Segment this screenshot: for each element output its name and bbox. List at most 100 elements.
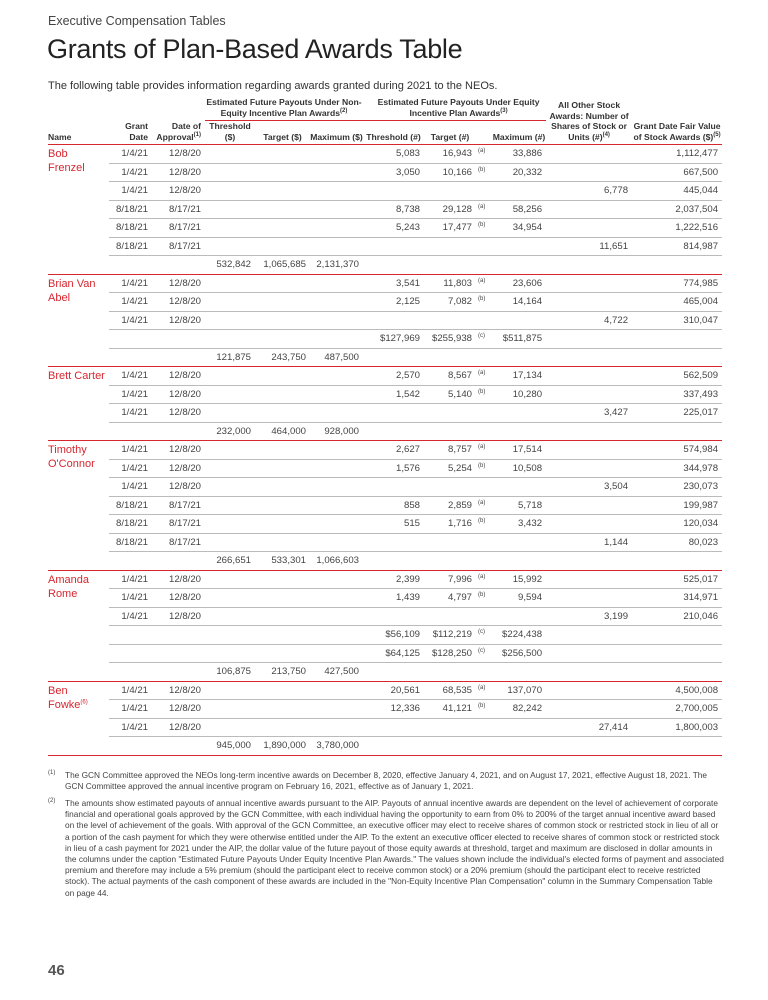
- header-approval: Date of Approval(1): [152, 120, 205, 145]
- e-maximum-cell: [492, 255, 547, 275]
- approval-date-cell: 12/8/20: [152, 681, 205, 700]
- e-threshold-cell: $64,125: [363, 644, 425, 663]
- table-row: 1/4/21 12/8/20 3,504 230,073: [48, 477, 723, 497]
- ne-threshold-cell: [205, 329, 255, 349]
- ne-target-cell: [255, 181, 310, 201]
- approval-date-cell: 12/8/20: [152, 403, 205, 423]
- ne-threshold-cell: [205, 440, 255, 460]
- header-non-equity-group: Estimated Future Payouts Under Non-Equit…: [205, 97, 364, 121]
- e-maximum-cell: $256,500: [492, 644, 547, 663]
- e-target-note-cell: (b): [476, 588, 493, 608]
- grant-date-cell: 1/4/21: [109, 699, 152, 719]
- table-row: 1/4/21 12/8/20 1,576 5,254 (b) 10,508 344,978: [48, 459, 723, 478]
- fair-value-cell: 225,017: [632, 403, 723, 423]
- ne-maximum-cell: 487,500: [310, 348, 364, 367]
- approval-date-cell: 8/17/21: [152, 533, 205, 552]
- ne-maximum-cell: [310, 514, 364, 534]
- e-target-note-cell: [476, 181, 493, 201]
- grant-date-cell: 8/18/21: [109, 533, 152, 552]
- ne-target-cell: [255, 718, 310, 737]
- e-maximum-cell: 5,718: [492, 496, 547, 515]
- ne-maximum-cell: [310, 144, 364, 164]
- ne-target-cell: [255, 292, 310, 312]
- e-target-cell: [424, 662, 477, 682]
- ne-maximum-cell: [310, 292, 364, 312]
- ne-threshold-cell: [205, 181, 255, 201]
- e-maximum-cell: [492, 551, 547, 571]
- ne-target-cell: [255, 477, 310, 497]
- grant-date-cell: 1/4/21: [109, 292, 152, 312]
- e-target-note-cell: [476, 718, 493, 737]
- fair-value-cell: 445,044: [632, 181, 723, 201]
- fair-value-cell: 4,500,008: [632, 681, 723, 700]
- grant-date-cell: 8/18/21: [109, 237, 152, 256]
- other-stock-cell: [546, 422, 633, 441]
- table-row: 8/18/21 8/17/21 5,243 17,477 (b) 34,954 1,222,…: [48, 218, 723, 238]
- ne-threshold-cell: [205, 459, 255, 478]
- e-target-cell: 2,859: [424, 496, 477, 515]
- e-target-note-cell: (b): [476, 292, 493, 312]
- e-target-cell: 7,996: [424, 570, 477, 589]
- approval-date-cell: 8/17/21: [152, 218, 205, 238]
- ne-threshold-cell: [205, 385, 255, 404]
- table-row: 266,651 533,301 1,066,603: [48, 551, 723, 571]
- other-stock-cell: [546, 163, 633, 182]
- ne-target-cell: [255, 570, 310, 589]
- other-stock-cell: [546, 644, 633, 663]
- approval-date-cell: 12/8/20: [152, 366, 205, 386]
- e-threshold-cell: $56,109: [363, 625, 425, 645]
- grant-date-cell: 1/4/21: [109, 718, 152, 737]
- intro-text: The following table provides information…: [48, 80, 498, 92]
- grant-date-cell: 1/4/21: [109, 181, 152, 201]
- e-target-cell: [424, 237, 477, 256]
- grant-date-cell: 1/4/21: [109, 274, 152, 293]
- ne-maximum-cell: [310, 533, 364, 552]
- fair-value-cell: 814,987: [632, 237, 723, 256]
- e-target-note-cell: (a): [476, 496, 493, 515]
- ne-threshold-cell: [205, 311, 255, 330]
- approval-date-cell: [152, 644, 205, 663]
- e-maximum-cell: 10,508: [492, 459, 547, 478]
- approval-date-cell: 12/8/20: [152, 163, 205, 182]
- other-stock-cell: [546, 255, 633, 275]
- e-maximum-cell: [492, 607, 547, 626]
- e-target-cell: 68,535: [424, 681, 477, 700]
- e-target-cell: 16,943: [424, 144, 477, 164]
- table-row: Amanda Rome 1/4/21 12/8/20 2,399 7,996 (a) 15,…: [48, 570, 723, 682]
- e-target-note-cell: (b): [476, 459, 493, 478]
- ne-maximum-cell: 1,066,603: [310, 551, 364, 571]
- other-stock-cell: [546, 440, 633, 460]
- fair-value-cell: 120,034: [632, 514, 723, 534]
- e-maximum-cell: 14,164: [492, 292, 547, 312]
- grant-date-cell: 1/4/21: [109, 477, 152, 497]
- ne-threshold-cell: [205, 366, 255, 386]
- fair-value-cell: 774,985: [632, 274, 723, 293]
- e-threshold-cell: [363, 348, 425, 367]
- other-stock-cell: [546, 274, 633, 293]
- e-target-cell: 4,797: [424, 588, 477, 608]
- executive-name: Ben Fowke(6): [48, 681, 109, 756]
- grant-date-cell: [109, 329, 152, 349]
- ne-maximum-cell: [310, 718, 364, 737]
- fair-value-cell: [632, 329, 723, 349]
- e-maximum-cell: 3,432: [492, 514, 547, 534]
- e-target-note-cell: [476, 311, 493, 330]
- approval-date-cell: [152, 662, 205, 682]
- e-target-cell: 41,121: [424, 699, 477, 719]
- e-target-note-cell: (a): [476, 144, 493, 164]
- e-target-note-cell: [476, 237, 493, 256]
- e-maximum-cell: 34,954: [492, 218, 547, 238]
- ne-target-cell: 533,301: [255, 551, 310, 571]
- other-stock-cell: [546, 588, 633, 608]
- grant-date-cell: 1/4/21: [109, 459, 152, 478]
- grant-date-cell: 1/4/21: [109, 366, 152, 386]
- e-target-note-cell: (a): [476, 570, 493, 589]
- header-fair-value: Grant Date Fair Value of Stock Awards ($…: [632, 97, 723, 145]
- e-target-note-cell: (c): [476, 625, 493, 645]
- e-threshold-cell: [363, 403, 425, 423]
- header-ne-target: Target ($): [255, 120, 310, 145]
- table-row: 1/4/21 12/8/20 3,427 225,017: [48, 403, 723, 423]
- ne-threshold-cell: [205, 274, 255, 293]
- ne-target-cell: [255, 385, 310, 404]
- approval-date-cell: [152, 736, 205, 756]
